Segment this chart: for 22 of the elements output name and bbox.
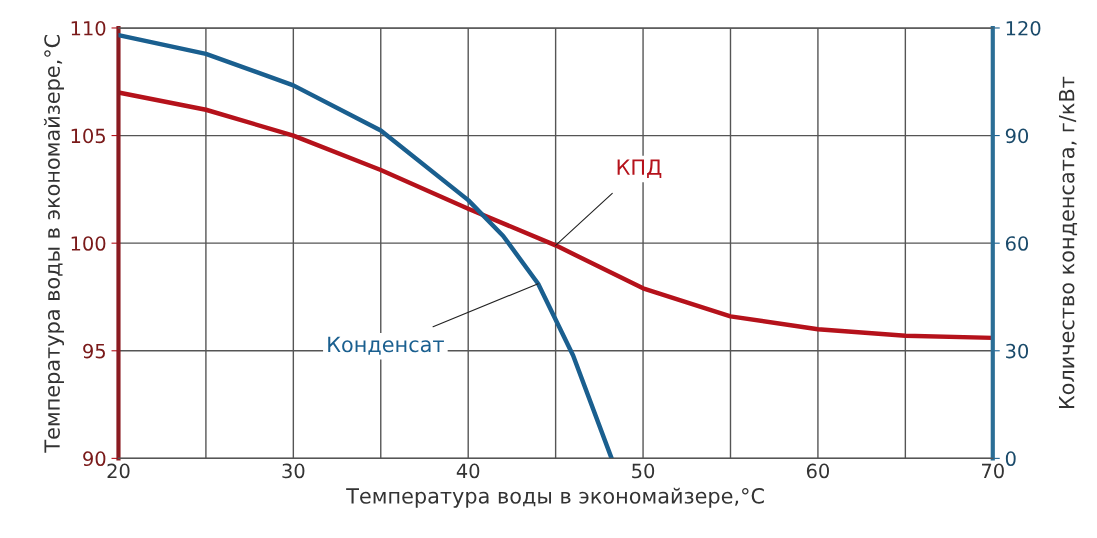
y2-tick-label: 120 xyxy=(1006,20,1041,36)
y2-tick-label: 30 xyxy=(1006,343,1029,359)
line-series xyxy=(118,32,614,459)
x-tick-label: 70 xyxy=(982,463,1004,479)
y-tick-label: 110 xyxy=(71,20,106,36)
y2-tick-label: 90 xyxy=(1005,128,1029,144)
y2-tick-label: 0 xyxy=(1005,451,1016,467)
y-tick-label: 100 xyxy=(71,236,106,251)
y-tick-label: 95 xyxy=(83,343,105,359)
x-tick-label: 20 xyxy=(107,463,130,479)
x-tick-label: 30 xyxy=(282,463,305,479)
y2-axis-title: Количество конденсата, г/кВт xyxy=(1059,76,1078,409)
x-tick-label: 40 xyxy=(456,463,480,479)
y-tick-label: 90 xyxy=(83,451,106,467)
x-axis-title: Температура воды в экономайзере,°С xyxy=(346,487,764,508)
y2-tick-label: 60 xyxy=(1005,236,1029,251)
y-axis-title: Температура воды в экономайзере,°С xyxy=(43,34,64,453)
x-tick-label: 50 xyxy=(632,463,655,479)
text: Конденсат xyxy=(328,336,444,355)
y-tick-label: 105 xyxy=(71,128,105,144)
text: КПД xyxy=(617,159,662,178)
x-tick-label: 60 xyxy=(806,463,829,479)
